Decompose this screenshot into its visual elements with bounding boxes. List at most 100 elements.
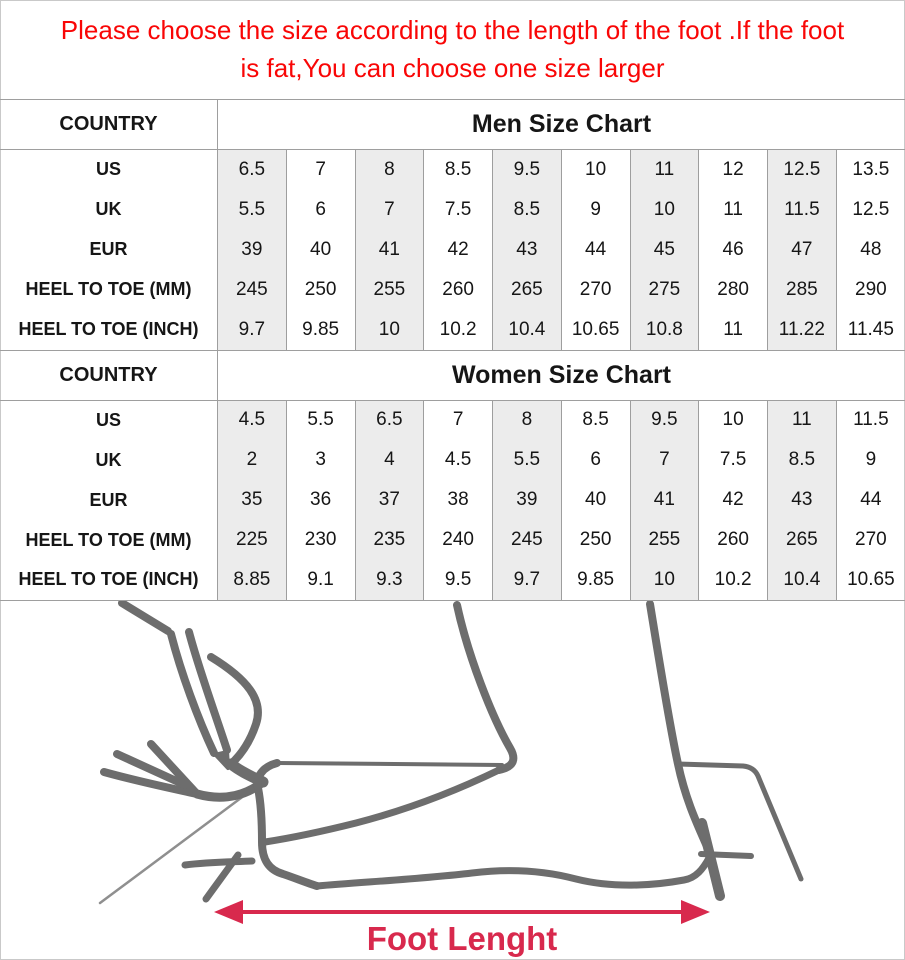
size-cell: 250 [560, 520, 630, 560]
pencil-icon [167, 627, 231, 770]
size-cell: 10 [354, 309, 424, 350]
size-cell: 7 [629, 440, 699, 480]
size-cell: 5.5 [217, 189, 287, 230]
table-row: UK 5.5 6 7 7.5 8.5 9 10 11 11.5 12.5 [0, 189, 905, 230]
size-note-line1: Please choose the size according to the … [60, 14, 845, 45]
size-cell: 10 [698, 400, 768, 440]
pencil-top-line [118, 600, 172, 635]
size-cell: 8.5 [492, 189, 562, 230]
toe-tick-marks [181, 851, 256, 902]
size-cell: 235 [354, 520, 424, 560]
size-cell: 11.22 [767, 309, 837, 350]
size-cell: 7.5 [423, 189, 493, 230]
size-cell: 9.1 [285, 560, 355, 600]
table-row: HEEL TO TOE (INCH) 9.7 9.85 10 10.2 10.4 10.65… [0, 309, 905, 350]
table-row: HEEL TO TOE (MM) 245 250 255 260 265 270 275 280… [0, 269, 905, 310]
corner-label: COUNTRY [0, 99, 218, 150]
size-cell: 6 [285, 189, 355, 230]
measure-arrow [214, 899, 710, 924]
men-size-table: COUNTRY Men Size Chart US 6.5 7 8 8.5 9.5 10 11 12… [0, 99, 905, 350]
women-size-table: COUNTRY Women Size Chart US 4.5 5.5 6.5 7 8 8.5 9… [0, 349, 905, 601]
size-cell: 44 [835, 480, 905, 520]
size-cell: 41 [354, 229, 424, 270]
size-cell: 4 [354, 440, 424, 480]
size-cell: 42 [423, 229, 493, 270]
size-cell: 42 [698, 480, 768, 520]
size-cell: 9.85 [560, 560, 630, 600]
row-label: HEEL TO TOE (MM) [0, 269, 218, 310]
size-cell: 9 [835, 440, 905, 480]
size-cell: 11 [698, 189, 768, 230]
foot-length-label: Foot Lenght [367, 920, 558, 957]
foot-outline [253, 600, 713, 890]
size-cell: 265 [492, 269, 562, 310]
size-cell: 46 [698, 229, 768, 270]
arrowhead-right [681, 899, 710, 924]
size-cell: 7 [354, 189, 424, 230]
table-row: US 4.5 5.5 6.5 7 8 8.5 9.5 10 11 11.5 [0, 400, 905, 440]
row-label: HEEL TO TOE (INCH) [0, 309, 218, 350]
size-note: Please choose the size according to the … [0, 0, 905, 99]
size-cell: 285 [767, 269, 837, 310]
size-cell: 45 [629, 229, 699, 270]
size-cell: 35 [217, 480, 287, 520]
heel-tick-marks [675, 761, 804, 901]
size-cell: 275 [629, 269, 699, 310]
table-row: EUR 39 40 41 42 43 44 45 46 47 48 [0, 229, 905, 270]
size-cell: 265 [767, 520, 837, 560]
size-cell: 9.5 [492, 149, 562, 190]
size-note-line2: is fat,You can choose one size larger [240, 52, 665, 83]
row-label: EUR [0, 229, 218, 270]
size-cell: 12.5 [835, 189, 905, 230]
size-cell: 9 [560, 189, 630, 230]
size-tables: COUNTRY Men Size Chart US 6.5 7 8 8.5 9.5 10 11 12… [0, 99, 905, 601]
row-label: HEEL TO TOE (INCH) [0, 560, 218, 600]
size-cell: 9.85 [285, 309, 355, 350]
size-cell: 8.5 [560, 400, 630, 440]
size-cell: 10.4 [492, 309, 562, 350]
size-cell: 9.5 [629, 400, 699, 440]
size-cell: 245 [492, 520, 562, 560]
size-cell: 9.7 [217, 309, 287, 350]
table-row: HEEL TO TOE (MM) 225 230 235 240 245 250 255 260… [0, 520, 905, 560]
size-cell: 255 [354, 269, 424, 310]
size-cell: 225 [217, 520, 287, 560]
row-label: US [0, 149, 218, 190]
size-cell: 5.5 [492, 440, 562, 480]
arrowhead-left [214, 899, 243, 924]
table-title: Women Size Chart [451, 360, 672, 389]
size-cell: 47 [767, 229, 837, 270]
table-row: US 6.5 7 8 8.5 9.5 10 11 12 12.5 13.5 [0, 149, 905, 190]
size-cell: 40 [560, 480, 630, 520]
size-cell: 245 [217, 269, 287, 310]
size-cell: 260 [423, 269, 493, 310]
size-cell: 5.5 [285, 400, 355, 440]
size-cell: 7.5 [698, 440, 768, 480]
size-cell: 38 [423, 480, 493, 520]
size-cell: 10.2 [423, 309, 493, 350]
size-cell: 10.8 [629, 309, 699, 350]
size-cell: 4.5 [423, 440, 493, 480]
row-label: UK [0, 189, 218, 230]
size-cell: 10.65 [835, 560, 905, 600]
size-cell: 39 [217, 229, 287, 270]
size-cell: 3 [285, 440, 355, 480]
size-cell: 39 [492, 480, 562, 520]
size-cell: 7 [285, 149, 355, 190]
size-cell: 11 [698, 309, 768, 350]
size-cell: 260 [698, 520, 768, 560]
row-label: US [0, 400, 218, 440]
size-cell: 8 [354, 149, 424, 190]
size-cell: 8.5 [423, 149, 493, 190]
size-cell: 44 [560, 229, 630, 270]
size-cell: 11.5 [835, 400, 905, 440]
size-cell: 13.5 [835, 149, 905, 190]
size-cell: 10 [629, 189, 699, 230]
size-cell: 11.5 [767, 189, 837, 230]
size-cell: 43 [767, 480, 837, 520]
size-cell: 270 [835, 520, 905, 560]
size-cell: 290 [835, 269, 905, 310]
size-cell: 12 [698, 149, 768, 190]
size-cell: 280 [698, 269, 768, 310]
